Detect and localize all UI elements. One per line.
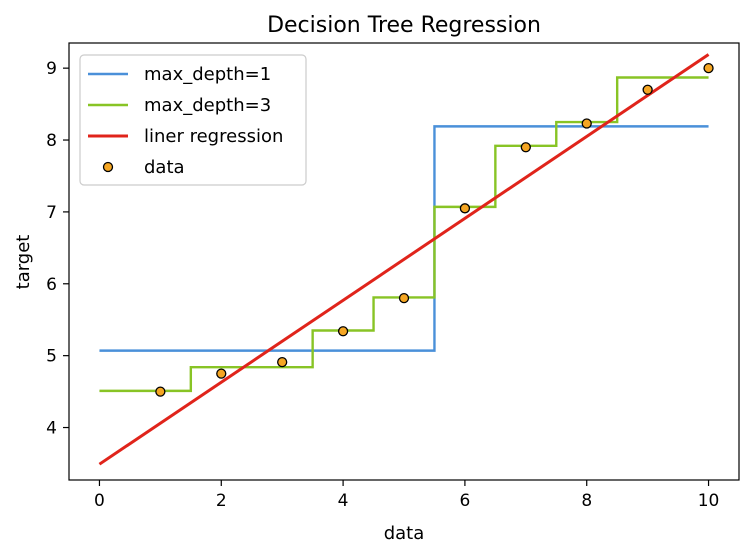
data-point (642, 84, 653, 95)
y-tick-label: 7 (46, 203, 57, 223)
x-tick-label: 8 (581, 491, 592, 511)
y-tick-label: 4 (46, 419, 57, 439)
x-tick-label: 6 (459, 491, 470, 511)
data-point (459, 203, 471, 214)
data-point (520, 142, 531, 153)
x-axis-ticks: 0 2 4 6 8 10 (94, 480, 719, 511)
legend-box (79, 54, 307, 186)
y-tick-label: 8 (46, 131, 57, 151)
x-axis-label: data (384, 523, 425, 544)
legend-label: max_depth=1 (144, 64, 271, 85)
legend-label: liner regression (144, 126, 283, 147)
plot-frame (68, 42, 740, 481)
y-tick-label: 6 (46, 275, 57, 295)
data-point (398, 293, 410, 304)
x-tick-label: 2 (216, 491, 227, 511)
data-point (581, 118, 592, 129)
x-tick-label: 10 (698, 491, 720, 511)
data-point (216, 368, 227, 379)
data-point (337, 326, 349, 337)
data-point (277, 356, 288, 368)
series-line-liner-regression (98, 53, 710, 466)
x-tick-label: 0 (94, 491, 105, 511)
x-tick-label: 4 (338, 491, 349, 511)
data-point (155, 386, 166, 397)
chart-title: Decision Tree Regression (267, 13, 541, 38)
legend-label: max_depth=3 (144, 95, 271, 116)
data-point (703, 63, 714, 74)
y-axis-label: target (13, 235, 34, 290)
y-axis-ticks: 4 5 6 7 8 9 (46, 59, 69, 439)
y-tick-label: 5 (46, 347, 57, 367)
points-layer (155, 63, 714, 397)
legend-label: data (144, 157, 185, 178)
y-tick-label: 9 (46, 59, 57, 79)
legend-marker (102, 161, 114, 173)
